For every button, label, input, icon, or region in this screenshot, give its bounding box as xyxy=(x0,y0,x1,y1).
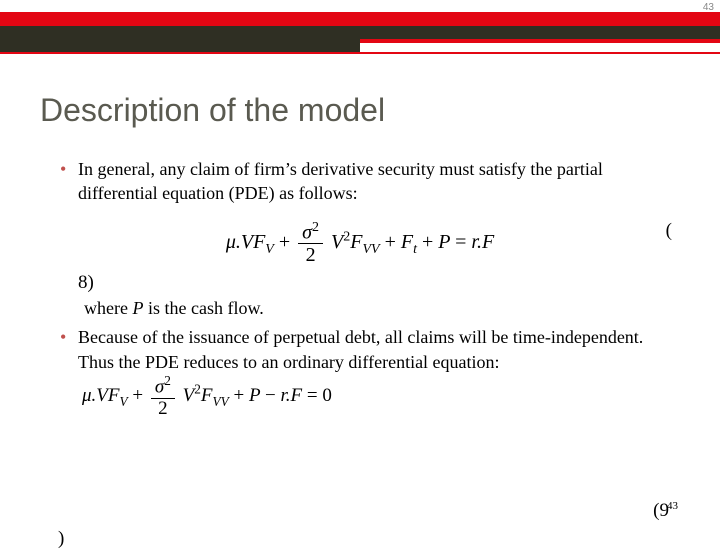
header-red-right xyxy=(360,39,720,43)
header-whitespace: 43 xyxy=(0,0,720,12)
eqnum-1-close: 8) xyxy=(40,272,680,294)
header-olive-right xyxy=(360,26,720,39)
bullet-2: Because of the issuance of perpetual deb… xyxy=(60,325,680,420)
header-strip xyxy=(0,12,720,62)
header-thin-red xyxy=(0,52,720,54)
equation-1: μ.VFV + σ22 V2FVV + Ft + P = r.F xyxy=(226,231,494,253)
bullet-2-text: Because of the issuance of perpetual deb… xyxy=(78,327,643,371)
page-number-bottom: 43 xyxy=(667,500,678,512)
header-olive-left xyxy=(0,26,360,52)
where-p: P xyxy=(132,298,143,318)
equation-2: μ.VFV + σ22 V2FVV + P − r.F = 0 xyxy=(82,385,332,406)
slide-content: Description of the model In general, any… xyxy=(0,62,720,420)
stray-close-paren: ) xyxy=(58,528,64,550)
slide-title: Description of the model xyxy=(40,92,680,129)
where-suffix: is the cash flow. xyxy=(143,298,263,318)
equation-1-wrap: μ.VFV + σ22 V2FVV + Ft + P = r.F ( xyxy=(40,220,680,267)
where-prefix: where xyxy=(84,298,132,318)
header-red-bar xyxy=(0,12,720,26)
bullet-list-2: Because of the issuance of perpetual deb… xyxy=(40,325,680,420)
bullet-list: In general, any claim of firm’s derivati… xyxy=(40,157,680,206)
bullet-1: In general, any claim of firm’s derivati… xyxy=(60,157,680,206)
eqnum-1-open: ( xyxy=(666,220,672,242)
eqnum-2: (943 xyxy=(653,500,678,522)
where-line: where P is the cash flow. xyxy=(40,298,680,319)
